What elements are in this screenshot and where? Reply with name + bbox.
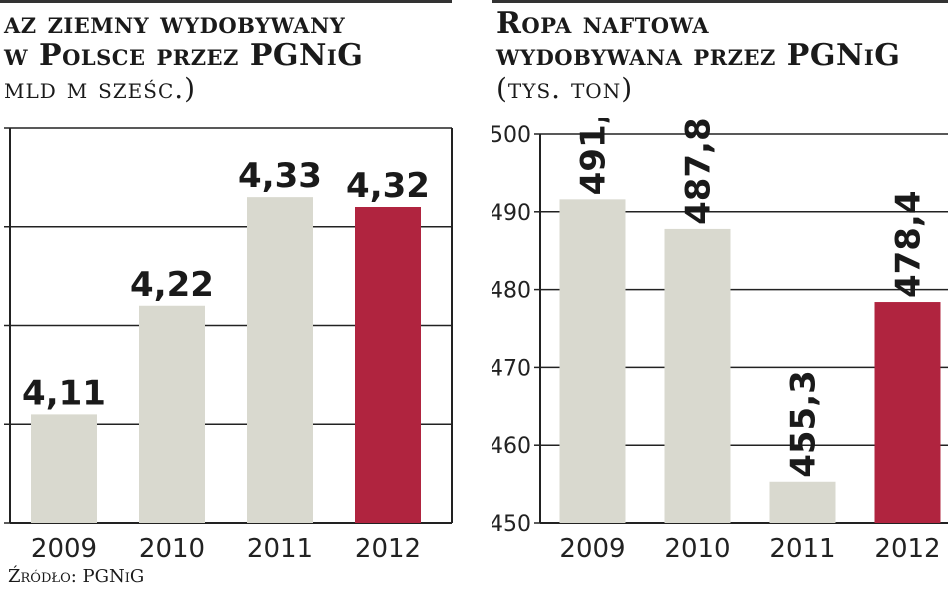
y-tick-label: 460 — [492, 434, 531, 459]
y-tick-label: 0 — [0, 512, 1, 537]
y-tick-label: 2 — [0, 315, 1, 340]
bar-2012 — [874, 302, 941, 523]
chart2-title-line2: wydobywana przez PGNiG — [496, 38, 901, 73]
data-label: 491,6 — [574, 118, 614, 195]
chart2-subtitle: (tys. ton) — [496, 72, 634, 105]
x-tick-label: 2010 — [139, 534, 205, 564]
bar-2010 — [139, 305, 205, 523]
data-label: 4,33 — [238, 156, 322, 196]
x-tick-label: 2010 — [664, 534, 730, 564]
bar-2011 — [247, 197, 313, 523]
top-rule-right — [492, 0, 948, 3]
top-rule-left — [0, 0, 452, 3]
y-tick-label: 480 — [492, 279, 531, 304]
bar-2010 — [664, 228, 731, 523]
data-label: 4,11 — [22, 373, 106, 413]
bar-2009 — [559, 199, 626, 523]
data-label: 455,3 — [784, 370, 824, 478]
bar-2012 — [355, 207, 421, 523]
chart1-subtitle: mld m sześc.) — [4, 72, 197, 105]
data-label: 478,4 — [889, 191, 929, 299]
y-tick-label: 490 — [492, 201, 531, 226]
bar-2011 — [769, 481, 836, 523]
y-tick-label: 470 — [492, 356, 531, 381]
chart-natural-gas: 0 1 2 3 4 2009 4,11 2010 4,22 2011 4,33 2012 4,32 — [0, 118, 453, 564]
y-tick-label: 1 — [0, 413, 1, 438]
data-label: 4,22 — [130, 265, 214, 305]
source-note: Źródło: PGNiG — [8, 566, 145, 587]
chart-crude-oil: 450 460 470 480 490 500 2009 491,6 2010 487,8 2011… — [492, 118, 948, 564]
y-tick-label: 4 — [0, 118, 1, 142]
x-tick-label: 2011 — [769, 534, 835, 564]
x-tick-label: 2012 — [874, 534, 940, 564]
x-tick-label: 2009 — [31, 534, 97, 564]
chart1-title-line1: az ziemny wydobywany — [4, 6, 346, 41]
x-tick-label: 2011 — [247, 534, 313, 564]
x-tick-label: 2012 — [355, 534, 421, 564]
y-tick-label: 3 — [0, 216, 1, 241]
data-label: 4,32 — [346, 166, 430, 206]
bar-2009 — [31, 414, 97, 523]
x-tick-label: 2009 — [559, 534, 625, 564]
chart1-title-line2: w Polsce przez PGNiG — [4, 38, 364, 73]
data-label: 487,8 — [679, 118, 719, 225]
chart2-title-line1: Ropa naftowa — [496, 6, 710, 41]
y-tick-label: 500 — [492, 123, 531, 148]
y-tick-label: 450 — [492, 512, 531, 537]
